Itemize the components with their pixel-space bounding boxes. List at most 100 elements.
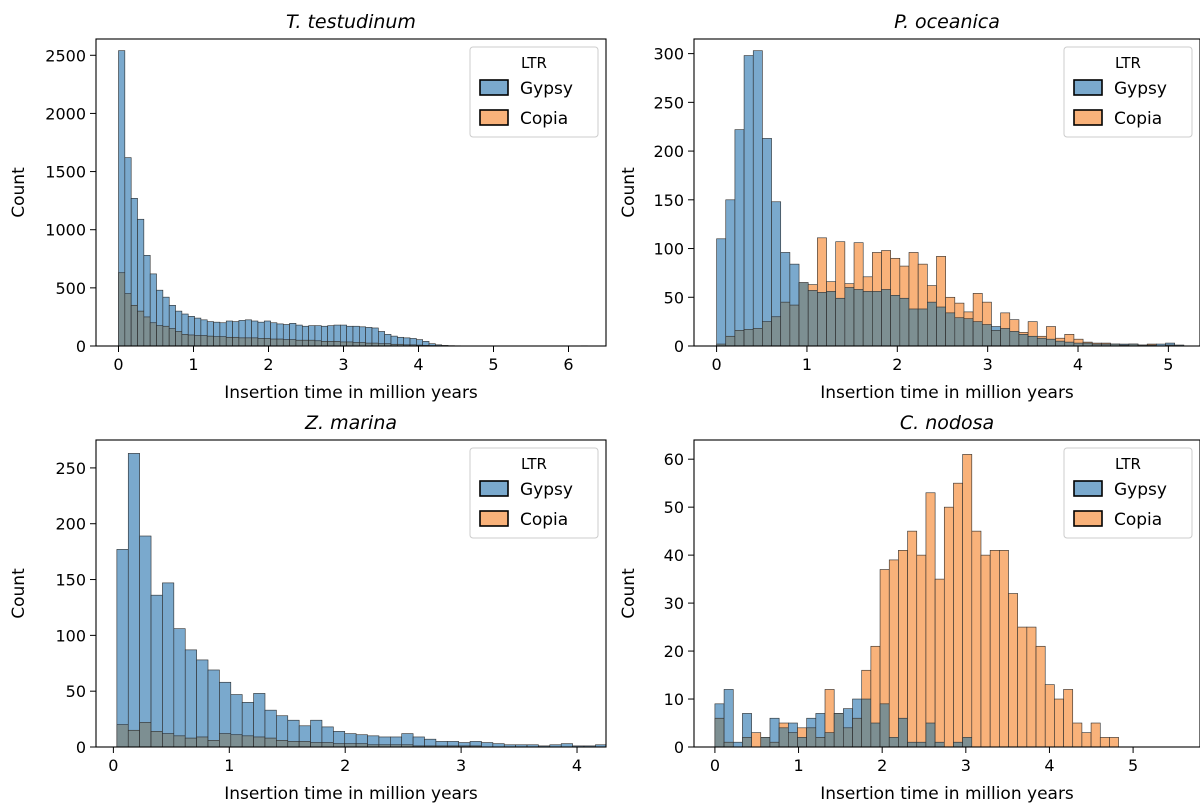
legend-swatch-gypsy	[479, 480, 509, 497]
bar-overlap	[714, 717, 725, 747]
y-tick-label: 30	[664, 594, 684, 613]
bar-copia	[751, 732, 762, 747]
bar-gypsy	[207, 669, 220, 747]
bar-copia	[1109, 737, 1119, 747]
bar-overlap	[1055, 340, 1066, 346]
bar-overlap	[346, 341, 354, 346]
legend-swatch-copia	[1073, 510, 1103, 527]
legend: LTR Gypsy Copia	[469, 447, 599, 539]
legend-label-gypsy: Gypsy	[1114, 79, 1167, 99]
bar-overlap	[213, 336, 221, 346]
legend-swatch-copia	[479, 109, 509, 126]
bar-overlap	[879, 703, 890, 747]
bar-overlap	[149, 322, 157, 346]
x-tick-label: 6	[563, 355, 573, 374]
bar-overlap	[314, 340, 322, 346]
bar-gypsy	[127, 453, 140, 747]
bar-overlap	[1018, 334, 1029, 346]
legend-label-copia: Copia	[1114, 510, 1162, 530]
bar-overlap	[899, 297, 910, 346]
bar-overlap	[852, 717, 863, 747]
bar-overlap	[173, 735, 186, 747]
bar-overlap	[861, 698, 872, 747]
bar-overlap	[139, 722, 152, 747]
legend: LTR Gypsy Copia	[469, 46, 599, 138]
bar-overlap	[184, 737, 197, 747]
bar-copia	[1035, 645, 1046, 747]
x-tick-label: 3	[983, 355, 993, 374]
y-tick-label: 150	[653, 191, 684, 210]
bar-overlap	[333, 341, 341, 346]
bar-overlap	[760, 737, 771, 747]
x-tick-label: 0	[710, 756, 720, 775]
bar-gypsy	[412, 736, 425, 747]
bar-overlap	[156, 325, 164, 346]
y-tick-label: 50	[66, 682, 86, 701]
y-tick-label: 0	[674, 738, 684, 757]
axes-frame	[693, 439, 1200, 748]
legend-swatch-gypsy	[1073, 79, 1103, 96]
bar-overlap	[124, 293, 132, 346]
bar-overlap	[981, 324, 992, 346]
y-tick-label: 1500	[45, 163, 86, 182]
bar-gypsy	[743, 55, 754, 346]
bar-copia	[1054, 698, 1064, 747]
x-tick-label: 4	[413, 355, 423, 374]
legend-title: LTR	[1115, 455, 1141, 473]
bar-overlap	[898, 717, 908, 747]
bar-copia	[943, 506, 954, 747]
y-tick-label: 100	[55, 626, 86, 645]
x-tick-label: 4	[1044, 756, 1054, 775]
bar-gypsy	[641, 746, 652, 747]
bar-gypsy	[618, 743, 629, 747]
chart-title: Z. marina	[304, 412, 397, 434]
y-axis-label: Count	[9, 167, 29, 218]
bar-overlap	[723, 741, 734, 747]
bar-overlap	[945, 312, 956, 346]
x-axis-label: Insertion time in million years	[820, 784, 1074, 804]
bar-overlap	[116, 724, 129, 747]
bar-gypsy	[716, 238, 727, 346]
legend-swatch-gypsy	[1073, 480, 1103, 497]
bar-overlap	[917, 308, 928, 346]
y-tick-label: 40	[664, 546, 684, 565]
x-tick-label: 2	[340, 756, 350, 775]
bar-copia	[1063, 689, 1074, 747]
bar-gypsy	[139, 535, 152, 747]
legend-title: LTR	[1115, 54, 1141, 72]
bar-gypsy	[196, 659, 209, 747]
y-tick-label: 2000	[45, 104, 86, 123]
bar-overlap	[916, 741, 927, 747]
bar-overlap	[872, 291, 882, 346]
bar-overlap	[853, 289, 864, 346]
bar-overlap	[270, 338, 278, 346]
bar-copia	[1008, 593, 1018, 747]
bar-overlap	[844, 287, 855, 346]
bar-overlap	[826, 291, 836, 346]
bar-overlap	[806, 727, 817, 747]
bar-overlap	[991, 330, 1001, 346]
bar-overlap	[276, 740, 289, 747]
x-tick-label: 1	[793, 756, 803, 775]
bar-overlap	[762, 321, 772, 346]
bar-overlap	[778, 727, 789, 747]
bar-copia	[953, 482, 963, 747]
bar-copia	[1017, 626, 1028, 747]
bar-overlap	[1064, 341, 1075, 346]
y-tick-label: 60	[664, 450, 684, 469]
legend-title: LTR	[521, 455, 547, 473]
bar-overlap	[862, 291, 873, 346]
bar-gypsy	[732, 741, 743, 747]
bar-overlap	[824, 732, 835, 747]
bar-overlap	[130, 304, 138, 346]
x-tick-label: 3	[961, 756, 971, 775]
legend-label-gypsy: Gypsy	[520, 79, 573, 99]
bar-overlap	[289, 339, 297, 346]
bar-overlap	[908, 308, 919, 346]
y-tick-label: 150	[55, 571, 86, 590]
bar-overlap	[890, 295, 901, 346]
bar-overlap	[263, 338, 271, 346]
bar-gypsy	[150, 594, 163, 747]
